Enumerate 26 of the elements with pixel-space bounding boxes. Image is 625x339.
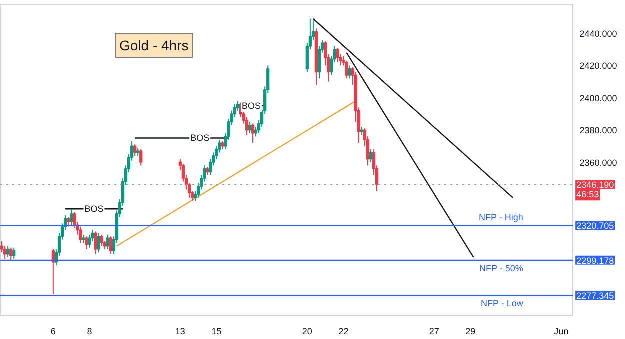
text: 2299.178	[576, 256, 614, 266]
y-tick-label: 2420.000	[580, 61, 618, 72]
annotation: BOS	[84, 204, 104, 214]
y-tick-label: 2400.000	[580, 93, 618, 104]
ref-line-label: NFP - High	[478, 212, 524, 223]
text: 2277.345	[576, 291, 614, 302]
y-tick-label: 2360.000	[580, 158, 618, 168]
x-tick-label: 22	[338, 326, 349, 336]
x-tick-label: 13	[175, 326, 186, 336]
x-tick-label: 29	[466, 326, 476, 336]
x-tick-label: 20	[302, 326, 312, 336]
text: 2320.705	[576, 221, 614, 232]
x-tick-label: 15	[212, 326, 222, 336]
y-tick-label: 2440.000	[580, 29, 618, 40]
text: Gold - 4hrs	[120, 38, 189, 54]
x-tick-label: 8	[87, 326, 92, 336]
text: 46:53	[576, 190, 600, 200]
annotation: BOS	[242, 101, 261, 112]
x-tick-label: Jun	[554, 326, 569, 336]
annotation: BOS	[190, 133, 210, 144]
x-tick-label: 27	[429, 326, 440, 336]
ref-line-label: NFP - 50%	[479, 263, 524, 274]
x-tick-label: 6	[50, 326, 56, 336]
y-tick-label: 2380.000	[580, 126, 618, 136]
text: 2346.190	[576, 180, 614, 190]
ref-line-label: NFP - Low	[480, 298, 524, 309]
